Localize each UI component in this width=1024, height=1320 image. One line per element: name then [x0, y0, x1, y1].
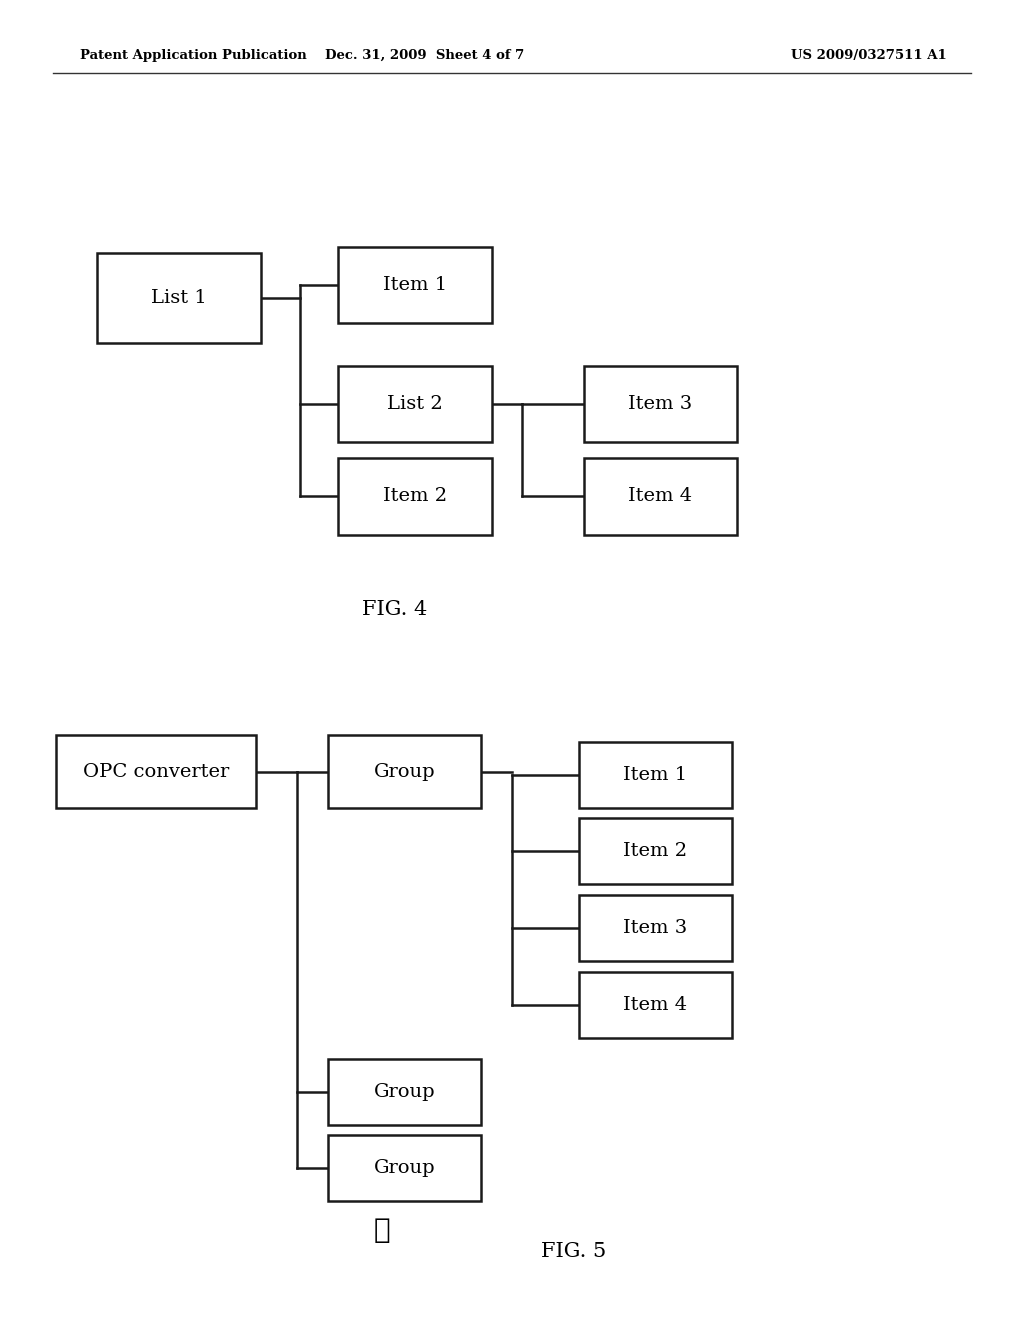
Text: Item 2: Item 2 [624, 842, 687, 861]
FancyBboxPatch shape [338, 366, 492, 442]
Text: FIG. 5: FIG. 5 [541, 1242, 606, 1261]
FancyBboxPatch shape [579, 972, 732, 1038]
Text: Item 4: Item 4 [629, 487, 692, 506]
Text: Item 1: Item 1 [383, 276, 446, 294]
FancyBboxPatch shape [328, 1059, 481, 1125]
Text: Group: Group [374, 763, 435, 780]
Text: Group: Group [374, 1159, 435, 1177]
FancyBboxPatch shape [584, 458, 737, 535]
FancyBboxPatch shape [584, 366, 737, 442]
FancyBboxPatch shape [328, 1135, 481, 1201]
Text: Item 2: Item 2 [383, 487, 446, 506]
Text: Group: Group [374, 1082, 435, 1101]
FancyBboxPatch shape [579, 818, 732, 884]
FancyBboxPatch shape [56, 735, 256, 808]
Text: List 2: List 2 [387, 395, 442, 413]
FancyBboxPatch shape [579, 895, 732, 961]
FancyBboxPatch shape [338, 247, 492, 323]
Text: Item 1: Item 1 [624, 766, 687, 784]
Text: Item 3: Item 3 [624, 919, 687, 937]
Text: Dec. 31, 2009  Sheet 4 of 7: Dec. 31, 2009 Sheet 4 of 7 [326, 49, 524, 62]
FancyBboxPatch shape [579, 742, 732, 808]
Text: List 1: List 1 [152, 289, 207, 308]
Text: Patent Application Publication: Patent Application Publication [80, 49, 306, 62]
FancyBboxPatch shape [328, 735, 481, 808]
Text: Item 4: Item 4 [624, 995, 687, 1014]
FancyBboxPatch shape [97, 253, 261, 343]
Text: OPC converter: OPC converter [83, 763, 229, 780]
FancyBboxPatch shape [338, 458, 492, 535]
Text: FIG. 4: FIG. 4 [361, 601, 427, 619]
Text: ⋮: ⋮ [374, 1217, 390, 1243]
Text: Item 3: Item 3 [629, 395, 692, 413]
Text: US 2009/0327511 A1: US 2009/0327511 A1 [792, 49, 947, 62]
